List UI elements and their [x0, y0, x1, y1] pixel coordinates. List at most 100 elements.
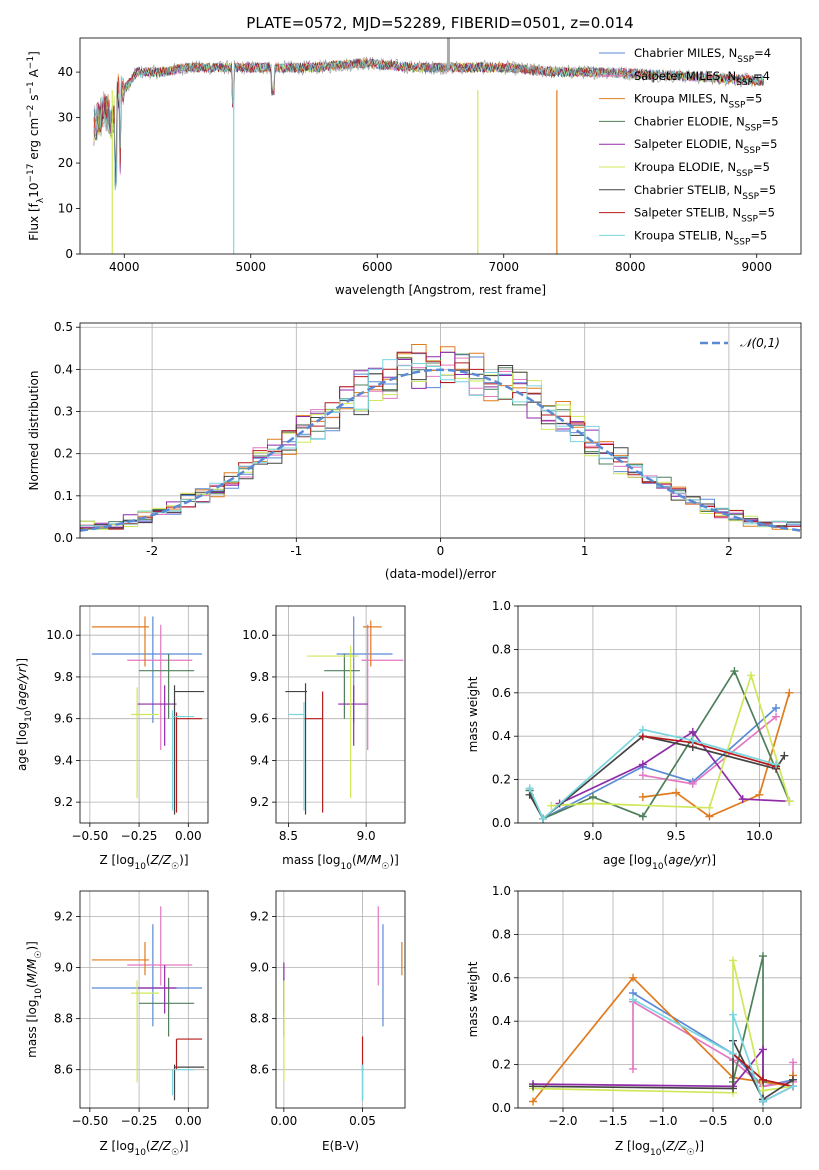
grid-lines [80, 891, 208, 1108]
y-tick-label: 30 [58, 111, 73, 125]
x-axis-label: Z [log10(Z/Z☉)] [99, 853, 188, 872]
x-axis-label: age [log10(age/yr)] [603, 853, 716, 872]
grid-lines [276, 891, 405, 1108]
x-tick-label: 1 [581, 544, 589, 558]
y-tick-label: 8.8 [250, 1012, 269, 1026]
legend-entry: 𝒩(0,1) [740, 336, 780, 350]
axes-frame [517, 605, 802, 824]
residual-histogram-step [80, 359, 801, 527]
weight-marker [785, 688, 794, 697]
y-tick-label: 0.8 [492, 927, 511, 941]
y-tick-label: 9.6 [250, 712, 269, 726]
plot-area [91, 616, 205, 815]
plot-area [285, 616, 404, 815]
weight-marker [759, 1045, 767, 1054]
weight-marker [629, 995, 637, 1004]
x-tick-label: 8.5 [279, 829, 298, 843]
x-tick-label: 0.05 [349, 1114, 376, 1128]
weight-marker [759, 952, 767, 961]
y-tick-label: 9.2 [54, 795, 73, 809]
x-tick-label: 4000 [109, 260, 140, 274]
model-spectrum-line [93, 59, 765, 191]
x-tick-label: 9.5 [667, 829, 686, 843]
weight-marker [688, 736, 697, 745]
x-tick-label: -2 [146, 544, 158, 558]
y-tick-label: 9.6 [54, 712, 73, 726]
legend-entry: Chabrier ELODIE, NSSP=5 [634, 114, 779, 133]
y-tick-label: 9.0 [54, 961, 73, 975]
weight-marker [688, 779, 697, 788]
axes-frame [79, 890, 209, 1109]
axes-frame [79, 605, 209, 824]
x-tick-label: 9.0 [583, 829, 602, 843]
y-tick-label: 0.1 [54, 489, 73, 503]
y-tick-label: 0.2 [492, 1058, 511, 1072]
x-axis-label: Z [log10(Z/Z☉)] [99, 1139, 188, 1158]
age-vs-metallicity-panel: −0.50 −0.25 0.00 9.2 9.4 9.6 9.8 10.0 Z [log10(Z… [15, 605, 209, 872]
x-tick-label: -1 [290, 544, 302, 558]
x-tick-label: 2 [725, 544, 733, 558]
figure-title: PLATE=0572, MJD=52289, FIBERID=0501, z=0… [246, 14, 633, 32]
weight-marker [789, 1058, 797, 1067]
axes-frame [275, 605, 406, 824]
y-tick-label: 9.2 [250, 795, 269, 809]
y-axis-label: mass [log10(M/M☉)] [25, 941, 44, 1058]
weight-marker [729, 1084, 737, 1093]
y-tick-label: 9.4 [250, 753, 269, 767]
weight-marker [705, 812, 714, 821]
spectrum-panel: 4000 5000 6000 7000 8000 9000 0 10 20 30 40 wavelen… [26, 37, 802, 297]
weight-marker [729, 1010, 737, 1019]
y-tick-label: 0.5 [54, 320, 73, 334]
x-tick-label: 9.0 [357, 829, 376, 843]
x-tick-label: −0.50 [71, 829, 108, 843]
x-tick-label: 10.0 [746, 829, 773, 843]
legend-entry: Salpeter MILES, NSSP=4 [634, 69, 770, 88]
weight-line [642, 692, 791, 818]
x-tick-label: 0.00 [175, 829, 202, 843]
weight-marker [729, 1049, 737, 1058]
axes-frame [79, 37, 802, 255]
plot-area [283, 906, 403, 1101]
x-tick-label: −0.5 [698, 1114, 727, 1128]
x-tick-label: −1.5 [598, 1114, 627, 1128]
x-tick-label: 0.0 [753, 1114, 772, 1128]
legend-entry: Chabrier STELIB, NSSP=5 [634, 183, 776, 202]
y-tick-label: 10.0 [46, 628, 73, 642]
weight-marker [705, 803, 714, 812]
axes-frame [275, 890, 406, 1109]
weight-marker [629, 973, 637, 982]
y-tick-label: 9.2 [250, 910, 269, 924]
y-tick-label: 9.4 [54, 753, 73, 767]
y-axis-label: Flux [fλ10−17 erg cm−2 s−1 A−1] [26, 51, 46, 241]
weight-marker [759, 1097, 767, 1106]
weight-marker [638, 812, 647, 821]
y-tick-label: 0.0 [54, 531, 73, 545]
y-tick-label: 0.6 [492, 686, 511, 700]
y-tick-label: 0.8 [492, 642, 511, 656]
weight-marker [729, 956, 737, 965]
massweight-vs-age-panel: 9.0 9.5 10.0 0.0 0.2 0.4 0.6 0.8 1.0 age [log10(a… [466, 599, 802, 872]
y-tick-label: 8.6 [250, 1063, 269, 1077]
y-tick-label: 0.4 [492, 729, 511, 743]
x-tick-label: −0.50 [71, 1114, 108, 1128]
x-tick-label: 0.00 [271, 1114, 298, 1128]
weight-marker [755, 790, 764, 799]
plot-area [529, 952, 797, 1106]
y-axis-label: age [log10(age/yr)] [15, 658, 34, 771]
weight-marker [772, 760, 781, 769]
y-axis-label: mass weight [466, 676, 480, 752]
legend-entry: Salpeter ELODIE, NSSP=5 [634, 137, 777, 156]
legend-entry: Kroupa ELODIE, NSSP=5 [634, 160, 770, 179]
x-tick-label: 0.00 [175, 1114, 202, 1128]
y-tick-label: 9.8 [250, 670, 269, 684]
x-tick-label: 7000 [488, 260, 519, 274]
y-tick-label: 0.6 [492, 971, 511, 985]
weight-marker [529, 1097, 537, 1106]
model-spectrum-line [93, 59, 765, 179]
y-tick-label: 1.0 [492, 599, 511, 613]
plot-area [93, 38, 765, 254]
weight-marker [688, 727, 697, 736]
weight-marker [638, 725, 647, 734]
y-tick-label: 10 [58, 202, 73, 216]
y-tick-label: 0 [65, 247, 73, 261]
